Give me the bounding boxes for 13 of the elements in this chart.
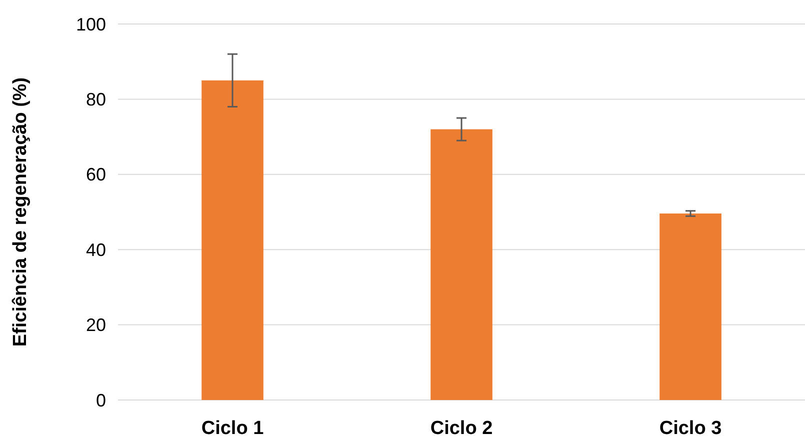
- y-tick-label: 20: [86, 315, 106, 336]
- y-tick-label: 100: [76, 14, 106, 34]
- y-axis-title: Eficiência de regeneração (%): [10, 77, 31, 347]
- bar: [660, 214, 722, 400]
- x-tick-label: Ciclo 1: [201, 418, 264, 439]
- x-tick-label: Ciclo 3: [659, 418, 722, 439]
- y-tick-label: 40: [86, 240, 106, 260]
- y-tick-label: 0: [96, 390, 106, 410]
- y-tick-label: 60: [86, 164, 106, 185]
- bar: [430, 129, 492, 400]
- y-tick-label: 80: [86, 90, 106, 110]
- bar: [202, 80, 264, 400]
- x-tick-label: Ciclo 2: [430, 418, 493, 439]
